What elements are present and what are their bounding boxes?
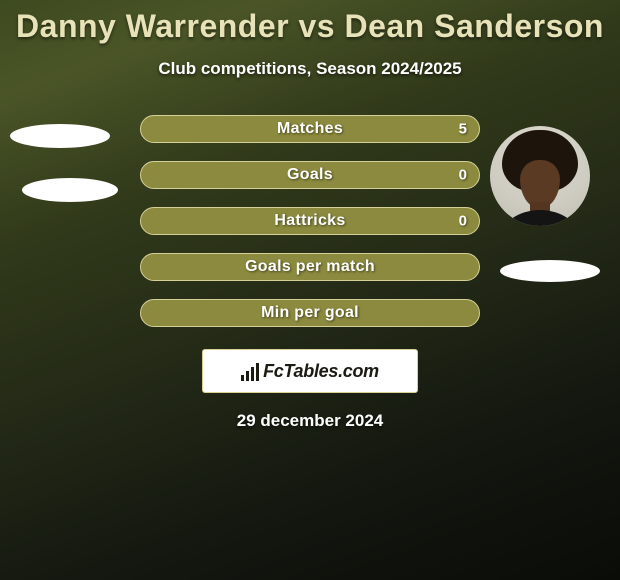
stat-row-goals: Goals 0 [140,161,480,189]
stat-row-matches: Matches 5 [140,115,480,143]
stat-label: Goals per match [245,258,375,276]
left-player-ellipse-1 [10,124,110,148]
stat-row-min-per-goal: Min per goal [140,299,480,327]
brand-bar [256,363,259,381]
brand-bar [251,367,254,381]
stat-row-goals-per-match: Goals per match [140,253,480,281]
stat-row-hattricks: Hattricks 0 [140,207,480,235]
stat-label: Hattricks [274,212,345,230]
page-title: Danny Warrender vs Dean Sanderson [0,0,620,45]
avatar-torso [500,210,580,226]
right-player-ellipse [500,260,600,282]
stat-label: Matches [277,120,343,138]
brand-bar [246,371,249,381]
left-player-ellipse-2 [22,178,118,202]
brand-box: FcTables.com [202,349,418,393]
brand-bars-icon [241,361,259,381]
right-player-avatar [490,126,590,226]
brand-bar [241,375,244,381]
avatar-face [520,160,560,208]
stat-label: Min per goal [261,304,359,322]
stat-right-value: 5 [459,121,467,138]
brand-text: FcTables.com [263,361,379,382]
stat-label: Goals [287,166,333,184]
stat-right-value: 0 [459,167,467,184]
content-root: Danny Warrender vs Dean Sanderson Club c… [0,0,620,580]
subtitle: Club competitions, Season 2024/2025 [0,59,620,79]
date-text: 29 december 2024 [0,411,620,431]
stat-right-value: 0 [459,213,467,230]
